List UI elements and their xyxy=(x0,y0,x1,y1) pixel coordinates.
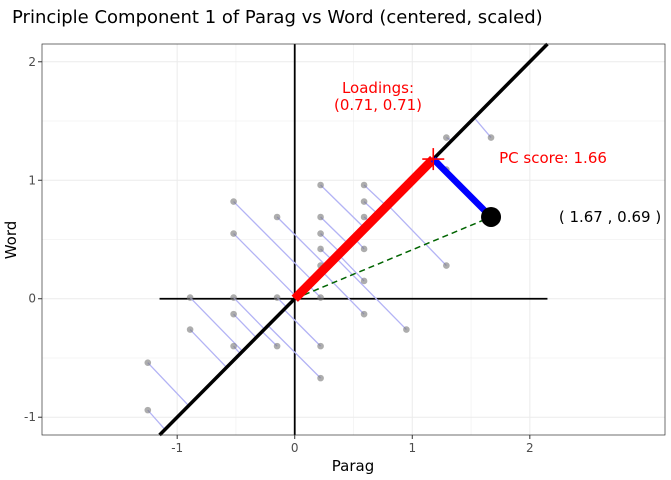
y-tick-label: 1 xyxy=(28,173,36,187)
data-point xyxy=(230,230,237,237)
projection-line xyxy=(233,201,313,282)
projection-line xyxy=(387,204,447,267)
projection-line xyxy=(320,216,350,245)
projection-line xyxy=(276,216,328,267)
projection-line xyxy=(335,257,407,331)
projection-segment xyxy=(430,156,494,220)
data-point xyxy=(273,213,281,221)
data-point xyxy=(317,294,324,301)
projection-line xyxy=(320,233,341,254)
projection-line xyxy=(189,329,228,368)
data-point xyxy=(317,342,324,350)
data-point xyxy=(186,326,194,333)
x-tick-label: -1 xyxy=(171,441,183,455)
data-point xyxy=(317,181,324,189)
projection-line xyxy=(233,313,257,339)
highlighted-point xyxy=(481,206,502,227)
projection-line xyxy=(233,297,265,330)
projection-line xyxy=(321,270,365,315)
data-point xyxy=(317,213,324,221)
projection-line xyxy=(320,184,366,229)
projection-line xyxy=(233,233,297,298)
data-point xyxy=(230,310,237,318)
data-point xyxy=(443,262,450,269)
data-point xyxy=(317,230,324,237)
data-point xyxy=(360,198,368,205)
projection-line xyxy=(147,362,190,407)
data-point xyxy=(186,294,194,301)
x-axis-title: Parag xyxy=(332,457,374,475)
x-tick-label: 0 xyxy=(291,441,299,455)
data-point xyxy=(360,310,368,318)
chart-title: Principle Component 1 of Parag vs Word (… xyxy=(12,7,543,28)
x-axis-ticks: -1 0 1 2 xyxy=(171,435,534,455)
projection-line xyxy=(363,184,388,207)
projection-line xyxy=(283,309,322,347)
data-point xyxy=(360,277,368,285)
data-point xyxy=(487,134,495,141)
loadings-values-label: (0.71, 0.71) xyxy=(334,96,422,114)
data-point xyxy=(443,134,450,141)
y-tick-label: -1 xyxy=(24,410,36,424)
projection-line xyxy=(473,117,492,139)
data-point xyxy=(273,342,281,350)
data-point xyxy=(230,294,237,301)
data-point xyxy=(144,406,152,414)
y-tick-label: 0 xyxy=(28,292,36,306)
data-point xyxy=(273,294,281,301)
x-tick-label: 1 xyxy=(408,441,416,455)
data-points xyxy=(144,134,495,414)
data-point xyxy=(360,213,368,221)
y-axis-title: Word xyxy=(2,221,20,260)
reference-axes xyxy=(159,44,548,435)
data-point xyxy=(360,181,368,189)
highlight-point-label: ( 1.67 , 0.69 ) xyxy=(559,208,661,226)
x-tick-label: 2 xyxy=(526,441,534,455)
projection-line xyxy=(267,325,322,379)
data-point xyxy=(360,245,368,253)
data-point xyxy=(230,342,237,350)
panel-border xyxy=(41,43,666,436)
loadings-title-label: Loadings: xyxy=(342,79,414,97)
projection-line xyxy=(147,409,166,430)
projection-line xyxy=(261,331,278,347)
grid xyxy=(42,44,665,435)
pc-score-label: PC score: 1.66 xyxy=(499,149,607,167)
data-point xyxy=(144,359,152,367)
projection-line xyxy=(338,254,365,282)
data-point xyxy=(230,198,237,205)
data-point xyxy=(317,374,324,382)
pc-elements xyxy=(158,42,549,437)
origin-to-point-dashed-line xyxy=(294,216,492,300)
annotations: Loadings: (0.71, 0.71) PC score: 1.66 ( … xyxy=(334,79,661,226)
data-point xyxy=(403,326,410,333)
y-axis-ticks: -1 0 1 2 xyxy=(24,55,42,424)
projection-line xyxy=(189,297,244,352)
data-point xyxy=(317,245,324,253)
y-tick-label: 2 xyxy=(28,55,36,69)
score-vector xyxy=(291,155,437,302)
